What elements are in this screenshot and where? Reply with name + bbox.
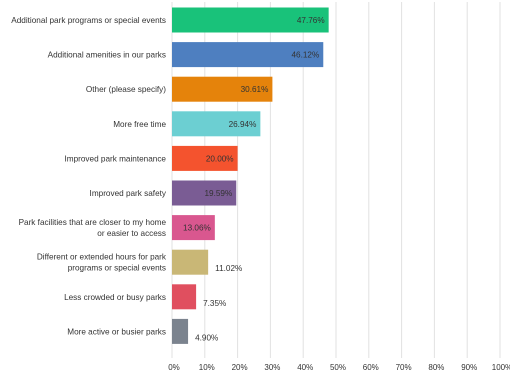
x-tick-label: 50%: [330, 363, 346, 372]
value-label: 20.00%: [206, 154, 234, 163]
bar: [172, 42, 324, 68]
x-axis-ticks: 0% 10% 20% 30% 40% 50% 60% 70% 80% 90% 100%: [168, 363, 510, 372]
bar: [172, 76, 273, 102]
bar: [172, 111, 261, 137]
category-label: More active or busier parks: [67, 327, 166, 336]
bar: [172, 284, 197, 310]
x-tick-label: 80%: [428, 363, 444, 372]
category-label: Improved park safety: [90, 189, 167, 198]
x-tick-label: 30%: [264, 363, 280, 372]
x-tick-label: 70%: [396, 363, 412, 372]
category-label: Park facilities that are closer to my ho…: [19, 218, 167, 238]
x-tick-label: 90%: [461, 363, 477, 372]
value-label: 19.59%: [204, 189, 232, 198]
bar: [172, 249, 209, 275]
x-tick-label: 20%: [232, 363, 248, 372]
category-label: Other (please specify): [86, 85, 166, 94]
value-label: 11.02%: [215, 264, 242, 273]
value-label: 7.35%: [203, 299, 226, 308]
category-label: Additional amenities in our parks: [48, 51, 166, 60]
category-label: Less crowded or busy parks: [64, 293, 166, 302]
value-label: 46.12%: [291, 51, 319, 60]
bar: [172, 145, 238, 171]
bar: [172, 215, 215, 241]
value-label: 26.94%: [229, 120, 257, 129]
category-label: More free time: [113, 120, 166, 129]
value-label: 4.90%: [195, 333, 218, 342]
value-label: 30.61%: [241, 85, 269, 94]
bar: [172, 318, 189, 344]
x-tick-label: 0%: [168, 363, 180, 372]
x-tick-label: 60%: [363, 363, 379, 372]
x-tick-label: 40%: [297, 363, 313, 372]
bar: [172, 7, 329, 33]
category-label: Improved park maintenance: [65, 154, 167, 163]
category-labels: Additional park programs or special even…: [11, 16, 167, 336]
bars: [172, 7, 329, 344]
x-tick-label: 10%: [199, 363, 215, 372]
value-label: 47.76%: [297, 16, 325, 25]
category-label: Different or extended hours for park prog…: [37, 253, 167, 273]
bar: [172, 180, 237, 206]
value-labels: 47.76% 46.12% 30.61% 26.94% 20.00% 19.59% 13.0…: [183, 16, 325, 342]
value-label: 13.06%: [183, 224, 211, 233]
x-tick-label: 100%: [492, 363, 510, 372]
category-label: Additional park programs or special even…: [11, 16, 166, 25]
